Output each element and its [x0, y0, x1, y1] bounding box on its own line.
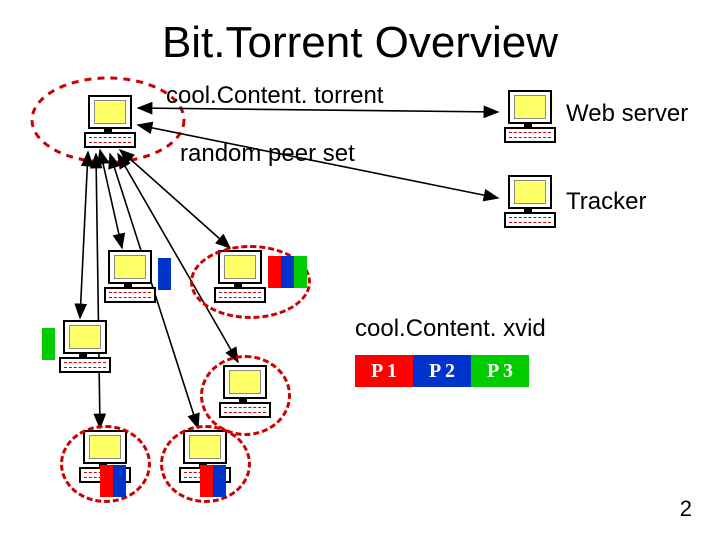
data-piece — [42, 328, 55, 360]
connection-arrow — [80, 152, 88, 318]
data-piece — [281, 256, 294, 288]
data-piece — [158, 258, 171, 290]
data-piece — [200, 465, 213, 497]
computer-icon — [500, 175, 556, 227]
data-piece — [294, 256, 307, 288]
slide-number: 2 — [680, 496, 692, 522]
legend-piece: P 3 — [471, 355, 529, 387]
label-content: cool.Content. xvid — [355, 315, 546, 343]
computer-icon — [500, 90, 556, 142]
peer-highlight-circle — [200, 355, 291, 436]
connection-arrow — [100, 150, 122, 248]
data-piece — [100, 465, 113, 497]
label-torrent: cool.Content. torrent — [166, 82, 383, 110]
computer-icon — [100, 250, 156, 302]
data-piece — [113, 465, 126, 497]
computer-icon — [80, 95, 136, 147]
piece-legend: P 1P 2P 3 — [355, 355, 529, 387]
data-piece — [268, 256, 281, 288]
slide-title: Bit.Torrent Overview — [0, 18, 720, 68]
label-peerset: random peer set — [180, 140, 355, 168]
legend-piece: P 2 — [413, 355, 471, 387]
computer-icon — [55, 320, 111, 372]
label-webserver: Web server — [566, 100, 688, 128]
label-tracker: Tracker — [566, 188, 646, 216]
legend-piece: P 1 — [355, 355, 413, 387]
data-piece — [213, 465, 226, 497]
